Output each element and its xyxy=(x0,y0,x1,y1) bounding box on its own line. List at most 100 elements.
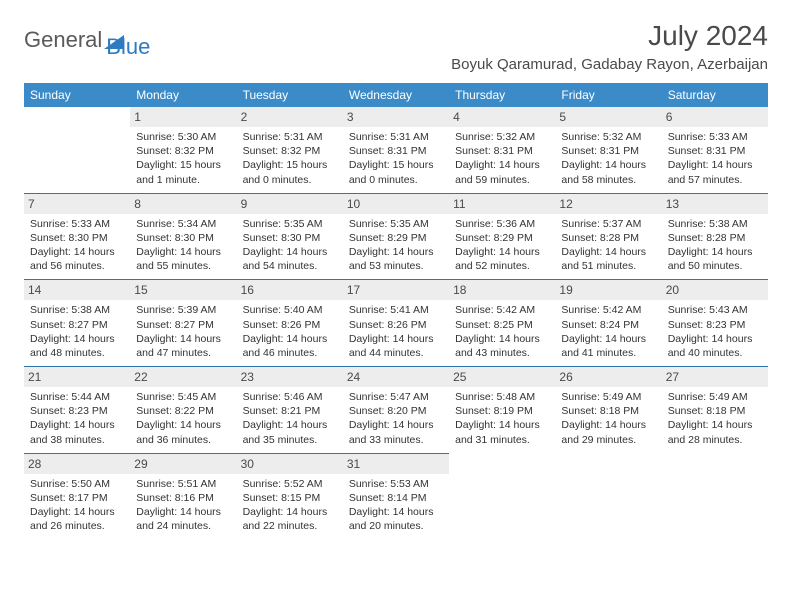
day-cell: 19 Sunrise: 5:42 AMSunset: 8:24 PMDayligh… xyxy=(555,279,661,366)
day-sunrise: Sunrise: 5:31 AM xyxy=(243,130,337,144)
day-cell: 16Sunrise: 5:40 AMSunset: 8:26 PMDayligh… xyxy=(237,279,343,366)
calendar-table: Sunday Monday Tuesday Wednesday Thursday… xyxy=(24,83,768,539)
day-sunrise: Sunrise: 5:35 AM xyxy=(349,217,443,231)
day-sunrise: Sunrise: 5:33 AM xyxy=(668,130,762,144)
day-sunrise: Sunrise: 5:31 AM xyxy=(349,130,443,144)
day-daylight: Daylight: 14 hours and 44 minutes. xyxy=(349,332,443,360)
day-sunrise: Sunrise: 5:40 AM xyxy=(243,303,337,317)
title-block: July 2024 Boyuk Qaramurad, Gadabay Rayon… xyxy=(451,20,768,73)
day-info: Sunrise: 5:49 AMSunset: 8:18 PMDaylight:… xyxy=(561,390,655,447)
day-number: 10 xyxy=(343,193,449,214)
brand-name-a: General xyxy=(24,27,102,53)
day-sunset: Sunset: 8:18 PM xyxy=(561,404,655,418)
day-cell: 4Sunrise: 5:32 AMSunset: 8:31 PMDaylight… xyxy=(449,107,555,193)
day-sunrise: Sunrise: 5:50 AM xyxy=(30,477,124,491)
day-daylight: Daylight: 14 hours and 55 minutes. xyxy=(136,245,230,273)
header-tuesday: Tuesday xyxy=(237,83,343,107)
location-text: Boyuk Qaramurad, Gadabay Rayon, Azerbaij… xyxy=(451,56,768,73)
day-sunset: Sunset: 8:31 PM xyxy=(455,144,549,158)
day-daylight: Daylight: 14 hours and 56 minutes. xyxy=(30,245,124,273)
day-sunset: Sunset: 8:28 PM xyxy=(668,231,762,245)
day-sunrise: Sunrise: 5:39 AM xyxy=(136,303,230,317)
day-daylight: Daylight: 14 hours and 40 minutes. xyxy=(668,332,762,360)
day-info: Sunrise: 5:35 AMSunset: 8:29 PMDaylight:… xyxy=(349,217,443,274)
day-sunrise: Sunrise: 5:47 AM xyxy=(349,390,443,404)
day-sunrise: Sunrise: 5:34 AM xyxy=(136,217,230,231)
day-info: Sunrise: 5:31 AMSunset: 8:31 PMDaylight:… xyxy=(349,130,443,187)
day-cell: 23 Sunrise: 5:46 AMSunset: 8:21 PMDayligh… xyxy=(237,366,343,453)
day-cell: 3 Sunrise: 5:31 AMSunset: 8:31 PMDaylight… xyxy=(343,107,449,193)
day-sunset: Sunset: 8:19 PM xyxy=(455,404,549,418)
day-daylight: Daylight: 14 hours and 51 minutes. xyxy=(561,245,655,273)
day-cell: 27Sunrise: 5:49 AMSunset: 8:18 PMDayligh… xyxy=(662,366,768,453)
day-daylight: Daylight: 14 hours and 33 minutes. xyxy=(349,418,443,446)
day-cell: 5Sunrise: 5:32 AMSunset: 8:31 PMDaylight… xyxy=(555,107,661,193)
day-info: Sunrise: 5:30 AMSunset: 8:32 PMDaylight:… xyxy=(136,130,230,187)
day-number: 14 xyxy=(24,279,130,300)
day-cell: 12Sunrise: 5:37 AMSunset: 8:28 PMDayligh… xyxy=(555,193,661,280)
day-number: 17 xyxy=(343,279,449,300)
day-sunrise: Sunrise: 5:44 AM xyxy=(30,390,124,404)
day-daylight: Daylight: 14 hours and 59 minutes. xyxy=(455,158,549,186)
day-number: 22 xyxy=(130,366,236,387)
day-sunrise: Sunrise: 5:38 AM xyxy=(668,217,762,231)
day-sunset: Sunset: 8:30 PM xyxy=(136,231,230,245)
day-daylight: Daylight: 14 hours and 47 minutes. xyxy=(136,332,230,360)
day-cell xyxy=(662,453,768,540)
day-sunrise: Sunrise: 5:42 AM xyxy=(455,303,549,317)
day-info: Sunrise: 5:32 AMSunset: 8:31 PMDaylight:… xyxy=(561,130,655,187)
day-sunrise: Sunrise: 5:36 AM xyxy=(455,217,549,231)
day-info: Sunrise: 5:46 AMSunset: 8:21 PMDaylight:… xyxy=(243,390,337,447)
header-friday: Friday xyxy=(555,83,661,107)
day-cell: 29Sunrise: 5:51 AMSunset: 8:16 PMDayligh… xyxy=(130,453,236,540)
day-info: Sunrise: 5:37 AMSunset: 8:28 PMDaylight:… xyxy=(561,217,655,274)
day-daylight: Daylight: 14 hours and 54 minutes. xyxy=(243,245,337,273)
day-info: Sunrise: 5:36 AMSunset: 8:29 PMDaylight:… xyxy=(455,217,549,274)
day-sunset: Sunset: 8:24 PM xyxy=(561,318,655,332)
day-number: 19 xyxy=(555,279,661,300)
day-number: 16 xyxy=(237,279,343,300)
header-sunday: Sunday xyxy=(24,83,130,107)
day-sunrise: Sunrise: 5:49 AM xyxy=(668,390,762,404)
day-sunrise: Sunrise: 5:46 AM xyxy=(243,390,337,404)
day-sunrise: Sunrise: 5:41 AM xyxy=(349,303,443,317)
day-number: 7 xyxy=(24,193,130,214)
day-sunrise: Sunrise: 5:49 AM xyxy=(561,390,655,404)
page-header: General Blue July 2024 Boyuk Qaramurad, … xyxy=(24,20,768,73)
week-row: 1 Sunrise: 5:30 AMSunset: 8:32 PMDaylight… xyxy=(24,107,768,193)
header-saturday: Saturday xyxy=(662,83,768,107)
day-sunset: Sunset: 8:26 PM xyxy=(349,318,443,332)
day-number: 30 xyxy=(237,453,343,474)
day-info: Sunrise: 5:42 AMSunset: 8:24 PMDaylight:… xyxy=(561,303,655,360)
day-daylight: Daylight: 14 hours and 53 minutes. xyxy=(349,245,443,273)
day-cell: 1 Sunrise: 5:30 AMSunset: 8:32 PMDaylight… xyxy=(130,107,236,193)
day-info: Sunrise: 5:42 AMSunset: 8:25 PMDaylight:… xyxy=(455,303,549,360)
day-number: 1 xyxy=(130,107,236,127)
day-info: Sunrise: 5:48 AMSunset: 8:19 PMDaylight:… xyxy=(455,390,549,447)
day-info: Sunrise: 5:31 AMSunset: 8:32 PMDaylight:… xyxy=(243,130,337,187)
day-cell xyxy=(449,453,555,540)
day-cell: 22Sunrise: 5:45 AMSunset: 8:22 PMDayligh… xyxy=(130,366,236,453)
day-number: 23 xyxy=(237,366,343,387)
day-info: Sunrise: 5:34 AMSunset: 8:30 PMDaylight:… xyxy=(136,217,230,274)
day-sunset: Sunset: 8:28 PM xyxy=(561,231,655,245)
day-sunrise: Sunrise: 5:42 AM xyxy=(561,303,655,317)
day-daylight: Daylight: 14 hours and 26 minutes. xyxy=(30,505,124,533)
day-info: Sunrise: 5:51 AMSunset: 8:16 PMDaylight:… xyxy=(136,477,230,534)
header-thursday: Thursday xyxy=(449,83,555,107)
day-info: Sunrise: 5:38 AMSunset: 8:27 PMDaylight:… xyxy=(30,303,124,360)
day-daylight: Daylight: 14 hours and 20 minutes. xyxy=(349,505,443,533)
day-number: 3 xyxy=(343,107,449,127)
day-number: 28 xyxy=(24,453,130,474)
day-info: Sunrise: 5:47 AMSunset: 8:20 PMDaylight:… xyxy=(349,390,443,447)
day-sunset: Sunset: 8:31 PM xyxy=(668,144,762,158)
day-sunset: Sunset: 8:32 PM xyxy=(243,144,337,158)
day-number: 31 xyxy=(343,453,449,474)
day-cell: 8Sunrise: 5:34 AMSunset: 8:30 PMDaylight… xyxy=(130,193,236,280)
day-sunset: Sunset: 8:16 PM xyxy=(136,491,230,505)
day-sunset: Sunset: 8:23 PM xyxy=(668,318,762,332)
day-sunset: Sunset: 8:17 PM xyxy=(30,491,124,505)
day-info: Sunrise: 5:33 AMSunset: 8:30 PMDaylight:… xyxy=(30,217,124,274)
day-cell xyxy=(555,453,661,540)
day-cell: 11Sunrise: 5:36 AMSunset: 8:29 PMDayligh… xyxy=(449,193,555,280)
